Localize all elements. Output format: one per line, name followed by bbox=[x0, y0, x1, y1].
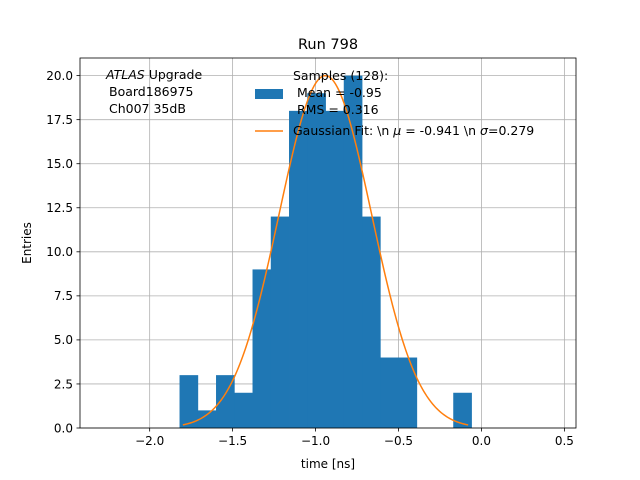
histogram-bar bbox=[453, 392, 472, 428]
annotation-line-3: Ch007 35dB bbox=[109, 101, 186, 116]
x-axis-ticks: −2.0 −1.5 −1.0 −0.5 0.0 0.5 bbox=[135, 428, 574, 448]
histogram-bar bbox=[343, 75, 363, 428]
gaussian-fit-curve bbox=[182, 74, 469, 426]
legend-samples-line-3: RMS = 0.316 bbox=[293, 102, 379, 117]
plot-frame bbox=[79, 57, 577, 429]
histogram-bar bbox=[216, 375, 235, 428]
legend-fit-mu: μ bbox=[392, 123, 401, 138]
legend-fit-sigma: σ bbox=[480, 123, 489, 138]
annotation-line-2: Board186975 bbox=[109, 84, 193, 99]
atlas-annotation: ATLAS Upgrade Board186975 Ch007 35dB bbox=[105, 67, 202, 116]
x-tick-label: −1.5 bbox=[218, 434, 247, 448]
histogram-bar bbox=[380, 357, 399, 428]
legend-fit-suffix: =0.279 bbox=[488, 123, 534, 138]
histogram-bar bbox=[179, 375, 199, 428]
y-tick-label: 10.0 bbox=[46, 245, 73, 259]
histogram-bar bbox=[325, 110, 345, 428]
y-tick-label: 20.0 bbox=[46, 69, 73, 83]
y-tick-label: 17.5 bbox=[46, 113, 73, 127]
histogram-bar bbox=[234, 392, 253, 428]
y-axis-ticks: 0.0 2.5 5.0 7.5 10.0 12.5 15.0 17.5 20.0 bbox=[46, 69, 80, 435]
y-axis-label: Entries bbox=[20, 222, 34, 264]
legend-samples-line-2: Mean = -0.95 bbox=[293, 85, 382, 100]
histogram-bar bbox=[362, 216, 381, 428]
y-tick-label: 2.5 bbox=[54, 377, 73, 391]
x-axis-label: time [ns] bbox=[301, 457, 355, 471]
legend-fit-prefix: Gaussian Fit: \n bbox=[293, 123, 393, 138]
legend-samples-swatch bbox=[255, 89, 283, 99]
chart-title: Run 798 bbox=[298, 37, 358, 53]
annotation-line-1: ATLAS Upgrade bbox=[105, 67, 202, 82]
annotation-upgrade: Upgrade bbox=[145, 67, 203, 82]
histogram-bar bbox=[398, 357, 418, 428]
histogram-bars bbox=[179, 75, 472, 428]
x-tick-label: 0.5 bbox=[555, 434, 574, 448]
legend: Samples (128): Mean = -0.95 RMS = 0.316 … bbox=[255, 68, 534, 138]
histogram-bar bbox=[307, 93, 326, 428]
y-tick-label: 7.5 bbox=[54, 289, 73, 303]
y-tick-label: 15.0 bbox=[46, 157, 73, 171]
x-tick-label: 0.0 bbox=[472, 434, 491, 448]
x-tick-label: −2.0 bbox=[135, 434, 164, 448]
histogram-bar bbox=[289, 110, 308, 428]
y-tick-label: 5.0 bbox=[54, 333, 73, 347]
y-tick-label: 0.0 bbox=[54, 421, 73, 435]
x-tick-label: −0.5 bbox=[384, 434, 413, 448]
histogram-bar bbox=[270, 216, 290, 428]
legend-samples-line-1: Samples (128): bbox=[293, 68, 388, 83]
histogram-bar bbox=[197, 410, 217, 428]
annotation-atlas: ATLAS bbox=[105, 67, 145, 82]
legend-fit-label: Gaussian Fit: \n μ = -0.941 \n σ=0.279 bbox=[293, 123, 534, 138]
y-tick-label: 12.5 bbox=[46, 201, 73, 215]
x-tick-label: −1.0 bbox=[301, 434, 330, 448]
legend-fit-mid: = -0.941 \n bbox=[401, 123, 480, 138]
